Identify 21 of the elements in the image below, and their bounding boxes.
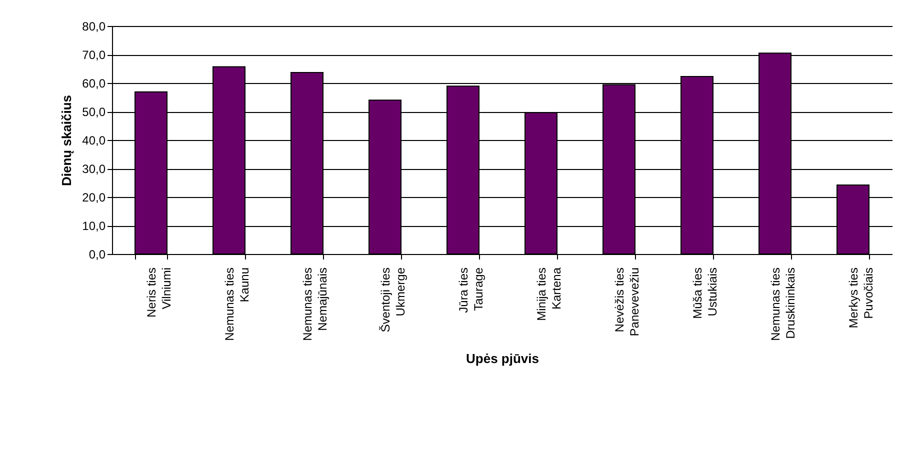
y-tick-label: 0,0 — [88, 248, 106, 262]
x-tick-label: Nevėžis ties Panevevežiu — [612, 268, 642, 336]
y-tick-label: 20,0 — [82, 190, 106, 204]
y-tick-label: 10,0 — [82, 219, 106, 233]
x-tick-label: Neris ties Vilniumi — [144, 268, 174, 318]
x-tick-label: Nemunas ties Kaunu — [222, 268, 252, 341]
y-tick-label: 60,0 — [82, 76, 106, 90]
y-axis-title: Dienų skaičius — [59, 94, 74, 186]
y-tick-label: 80,0 — [82, 20, 106, 34]
y-tick-label: 40,0 — [82, 134, 106, 148]
x-tick-label: Mūša ties Ustukiais — [690, 268, 720, 319]
x-tick-label: Šventoji ties Ukmerge — [378, 267, 408, 332]
x-axis-title: Upės pjūvis — [466, 350, 539, 366]
x-tick-label: Jūra ties Taurage — [456, 267, 486, 313]
y-tick-label: 30,0 — [82, 162, 106, 176]
y-tick-label: 50,0 — [82, 105, 106, 119]
x-tick-label: Nemunas ties Nemajūnais — [300, 268, 330, 341]
x-tick-label: Minija ties Kartena — [534, 267, 564, 321]
y-tick-label: 70,0 — [82, 48, 106, 62]
x-tick-label: Merkys ties Puvočiais — [846, 268, 876, 328]
x-tick-label: Nemunas ties Druskininkais — [768, 268, 798, 341]
